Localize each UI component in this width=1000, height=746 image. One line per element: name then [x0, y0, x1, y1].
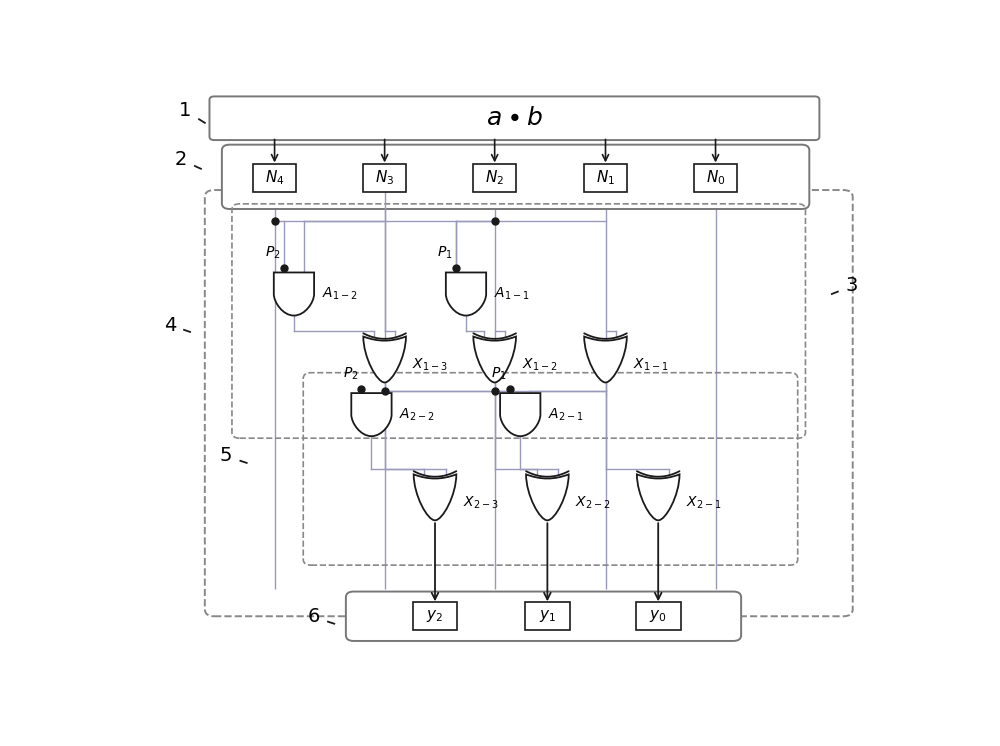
Text: $X_{2-3}$: $X_{2-3}$	[463, 495, 498, 511]
Text: 6: 6	[307, 607, 320, 627]
Text: $N_3$: $N_3$	[375, 169, 394, 187]
Text: 4: 4	[164, 316, 176, 334]
FancyBboxPatch shape	[694, 163, 737, 192]
Text: $a \bullet b$: $a \bullet b$	[486, 107, 543, 130]
Text: $P_1$: $P_1$	[491, 366, 507, 382]
Text: $N_0$: $N_0$	[706, 169, 725, 187]
Text: $y_0$: $y_0$	[649, 608, 667, 624]
PathPatch shape	[414, 474, 456, 521]
FancyBboxPatch shape	[363, 163, 406, 192]
Text: 2: 2	[175, 150, 187, 169]
PathPatch shape	[500, 393, 540, 436]
FancyBboxPatch shape	[222, 145, 809, 209]
Text: $A_{2-1}$: $A_{2-1}$	[548, 407, 584, 423]
Text: $P_1$: $P_1$	[437, 245, 453, 261]
PathPatch shape	[584, 336, 627, 383]
FancyBboxPatch shape	[584, 163, 627, 192]
Text: $A_{1-1}$: $A_{1-1}$	[494, 286, 529, 302]
Text: $X_{2-1}$: $X_{2-1}$	[686, 495, 721, 511]
Text: $X_{1-2}$: $X_{1-2}$	[522, 357, 558, 374]
Text: $N_2$: $N_2$	[485, 169, 504, 187]
FancyBboxPatch shape	[413, 603, 457, 630]
FancyBboxPatch shape	[473, 163, 516, 192]
PathPatch shape	[473, 336, 516, 383]
FancyBboxPatch shape	[636, 603, 681, 630]
Text: $P_2$: $P_2$	[265, 245, 281, 261]
PathPatch shape	[637, 474, 680, 521]
Text: $X_{1-1}$: $X_{1-1}$	[633, 357, 668, 374]
PathPatch shape	[351, 393, 392, 436]
Text: 5: 5	[220, 447, 232, 466]
FancyBboxPatch shape	[209, 96, 819, 140]
Text: $A_{2-2}$: $A_{2-2}$	[399, 407, 435, 423]
PathPatch shape	[363, 336, 406, 383]
Text: 1: 1	[179, 101, 192, 120]
Text: $y_1$: $y_1$	[539, 608, 556, 624]
Text: $X_{1-3}$: $X_{1-3}$	[412, 357, 448, 374]
Text: $N_4$: $N_4$	[265, 169, 284, 187]
PathPatch shape	[446, 272, 486, 316]
Text: 3: 3	[846, 277, 858, 295]
Text: $y_2$: $y_2$	[426, 608, 444, 624]
FancyBboxPatch shape	[525, 603, 570, 630]
Text: $N_1$: $N_1$	[596, 169, 615, 187]
PathPatch shape	[526, 474, 569, 521]
Text: $A_{1-2}$: $A_{1-2}$	[322, 286, 357, 302]
Text: $P_2$: $P_2$	[343, 366, 358, 382]
FancyBboxPatch shape	[346, 592, 741, 641]
Text: $X_{2-2}$: $X_{2-2}$	[575, 495, 610, 511]
PathPatch shape	[274, 272, 314, 316]
FancyBboxPatch shape	[253, 163, 296, 192]
